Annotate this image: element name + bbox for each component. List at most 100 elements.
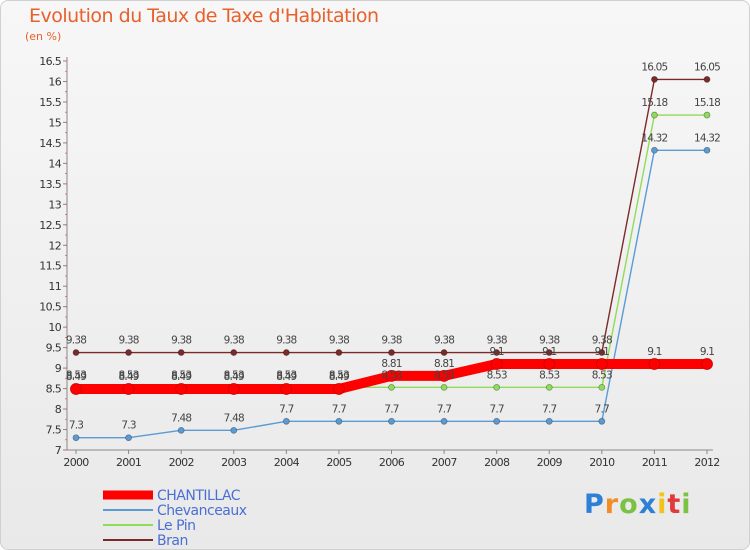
y-tick-label: 11.5 xyxy=(39,260,61,273)
data-point xyxy=(72,434,80,442)
data-point xyxy=(493,383,501,391)
y-tick-label: 13 xyxy=(48,198,61,211)
data-point xyxy=(125,434,132,442)
data-label: 9.38 xyxy=(539,335,559,347)
data-label: 8.53 xyxy=(434,369,454,381)
data-point xyxy=(230,349,238,356)
data-point xyxy=(648,358,661,370)
x-tick-label: 2007 xyxy=(431,456,457,469)
data-point xyxy=(125,349,132,356)
data-point xyxy=(598,383,606,391)
data-label: 8.53 xyxy=(329,369,349,381)
data-label: 8.53 xyxy=(118,369,138,381)
data-label: 8.49 xyxy=(171,371,191,383)
data-point xyxy=(543,358,556,370)
data-label: 9.1 xyxy=(647,346,661,358)
y-tick-label: 9.5 xyxy=(46,342,62,355)
data-point xyxy=(703,76,711,83)
y-tick-label: 13.5 xyxy=(39,178,61,191)
y-tick-label: 7.5 xyxy=(46,424,62,437)
data-label: 14.32 xyxy=(641,132,667,144)
data-point xyxy=(703,146,711,154)
data-label: 9.38 xyxy=(66,335,86,347)
data-point xyxy=(388,383,395,391)
data-label: 7.7 xyxy=(279,403,293,415)
data-point xyxy=(493,349,501,356)
y-tick-label: 14 xyxy=(48,157,61,170)
data-label: 8.81 xyxy=(381,358,401,370)
data-label: 8.53 xyxy=(276,369,296,381)
data-point xyxy=(438,369,450,382)
y-tick-label: 12.5 xyxy=(39,219,61,232)
data-point xyxy=(385,369,398,382)
data-label: 8.49 xyxy=(329,371,349,383)
series-layer xyxy=(70,76,713,442)
data-label: 9.38 xyxy=(487,335,507,347)
data-label: 7.3 xyxy=(69,420,83,432)
data-label: 15.18 xyxy=(694,97,720,109)
data-label: 7.48 xyxy=(171,412,191,424)
data-label: 8.53 xyxy=(539,369,559,381)
y-tick-label: 11 xyxy=(48,280,61,293)
data-point xyxy=(177,426,185,434)
data-point xyxy=(545,349,553,356)
data-point xyxy=(545,383,553,391)
x-tick-label: 2010 xyxy=(589,456,615,469)
data-label: 8.53 xyxy=(487,369,507,381)
series-line-chevanceaux xyxy=(75,149,708,439)
data-label: 8.49 xyxy=(66,371,86,383)
data-point xyxy=(70,383,82,395)
data-label: 9.38 xyxy=(434,335,454,347)
legend-label: Chevanceaux xyxy=(157,503,247,519)
x-tick-label: 2004 xyxy=(274,456,300,469)
data-point xyxy=(230,426,238,434)
data-point xyxy=(440,417,448,425)
legend-label: Bran xyxy=(157,533,188,549)
data-label: 8.49 xyxy=(276,371,296,383)
y-tick-label: 8 xyxy=(55,403,62,416)
data-point xyxy=(333,383,345,395)
y-tick-label: 10 xyxy=(48,321,61,334)
data-point xyxy=(490,358,503,370)
y-tick-label: 9 xyxy=(55,362,62,375)
x-tick-label: 2002 xyxy=(169,456,194,469)
data-point xyxy=(335,417,343,425)
data-point xyxy=(388,349,395,356)
y-tick-label: 7 xyxy=(55,444,62,457)
data-label: 16.05 xyxy=(641,61,667,73)
data-point xyxy=(598,417,606,425)
data-label: 8.53 xyxy=(171,369,191,381)
x-tick-label: 2006 xyxy=(379,456,405,469)
y-axis-unit: (en %) xyxy=(25,30,62,43)
x-tick-label: 2005 xyxy=(326,456,352,469)
logo-letter: x xyxy=(638,489,658,520)
data-point xyxy=(388,417,395,425)
x-tick-label: 2003 xyxy=(221,456,247,469)
data-label: 8.53 xyxy=(592,369,612,381)
data-label: 7.7 xyxy=(595,403,609,415)
data-label: 9.1 xyxy=(700,346,714,358)
data-point xyxy=(282,349,290,356)
data-label: 9.38 xyxy=(224,335,244,347)
data-point xyxy=(545,417,553,425)
x-tick-label: 2011 xyxy=(642,456,667,469)
data-point xyxy=(651,111,658,119)
data-label: 7.7 xyxy=(490,403,504,415)
logo-letter: t xyxy=(667,489,682,520)
data-point xyxy=(335,349,343,356)
data-point xyxy=(651,76,658,83)
x-tick-label: 2008 xyxy=(484,456,510,469)
y-tick-label: 15.5 xyxy=(39,96,61,109)
logo-letter: P xyxy=(584,489,605,520)
data-label: 9.38 xyxy=(118,335,138,347)
y-tick-label: 12 xyxy=(48,239,61,252)
data-point xyxy=(227,383,240,395)
x-tick-label: 2012 xyxy=(694,456,719,469)
series-line-bran xyxy=(75,78,708,354)
y-tick-label: 15 xyxy=(48,116,61,129)
logo-letter: i xyxy=(681,489,692,520)
x-tick-label: 2009 xyxy=(537,456,563,469)
